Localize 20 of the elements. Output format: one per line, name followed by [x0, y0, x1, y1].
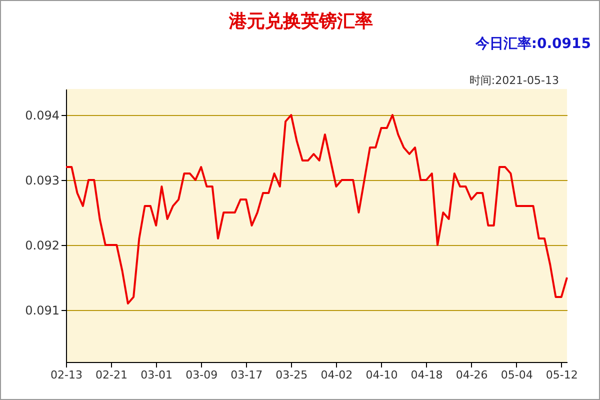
line-series	[65, 114, 568, 304]
x-tick-label: 04-10	[366, 368, 398, 382]
y-tick-label: 0.091	[25, 304, 60, 318]
x-tick-label: 05-04	[500, 368, 533, 382]
x-tick-label: 03-25	[276, 368, 308, 382]
y-tick-label: 0.094	[25, 108, 60, 122]
text: 时间:2021-05-13	[469, 73, 559, 88]
text: 今日汇率:0.0915	[475, 35, 591, 53]
x-tick-label: 04-18	[410, 368, 443, 382]
x-tick-label: 02-13	[50, 368, 82, 382]
y-tick-label: 0.093	[25, 174, 60, 188]
x-tick-label: 02-21	[96, 368, 128, 382]
x-tick-label: 05-12	[546, 368, 578, 382]
x-tick-label: 04-02	[320, 368, 353, 382]
x-tick-label: 03-01	[140, 368, 173, 382]
chart-title: 港元兑换英镑汇率	[228, 10, 374, 33]
x-tick-label: 03-09	[186, 368, 218, 382]
y-tick-label: 0.092	[25, 238, 60, 252]
x-tick-label: 03-17	[230, 368, 263, 382]
x-tick-label: 04-26	[456, 368, 488, 382]
